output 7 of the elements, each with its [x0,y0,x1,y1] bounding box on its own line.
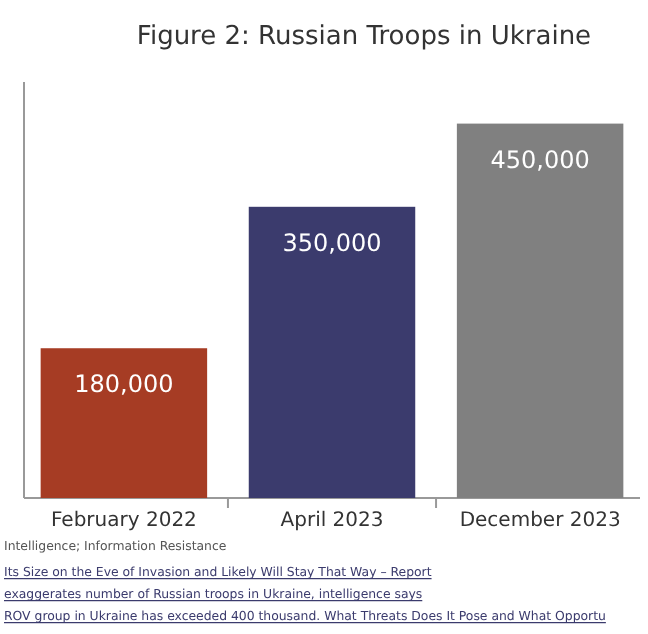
x-tick-label: December 2023 [459,510,621,533]
data-label: 450,000 [490,145,590,174]
chart-title: Figure 2: Russian Troops in Ukraine [136,22,592,52]
x-tick-label: February 2022 [50,510,197,533]
x-tick-label: April 2023 [280,510,384,533]
data-label: 350,000 [282,228,382,257]
data-label: 180,000 [74,370,174,399]
